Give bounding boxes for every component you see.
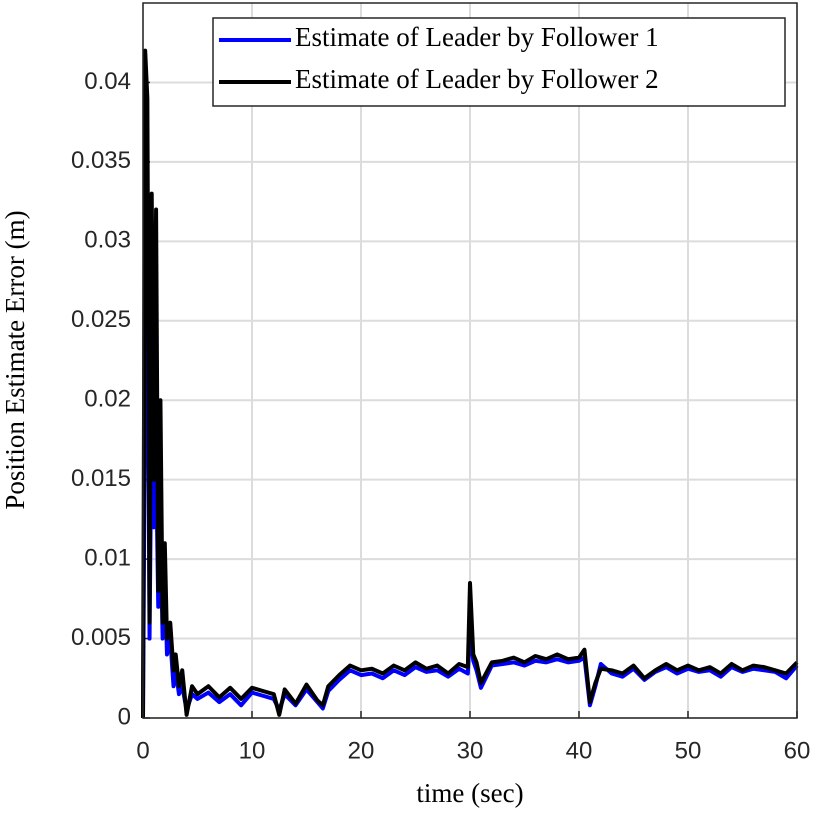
y-axis-label: Position Estimate Error (m) [0, 210, 30, 509]
legend-label: Estimate of Leader by Follower 2 [295, 64, 659, 94]
x-tick-label: 0 [136, 737, 149, 764]
y-tick-label: 0.015 [71, 465, 131, 492]
y-tick-label: 0.02 [84, 386, 131, 413]
x-tick-label: 10 [239, 737, 266, 764]
x-tick-label: 40 [566, 737, 593, 764]
y-tick-label: 0.03 [84, 227, 131, 254]
y-tick-label: 0.01 [84, 544, 131, 571]
x-tick-label: 20 [348, 737, 375, 764]
x-tick-label: 30 [457, 737, 484, 764]
x-axis-label: time (sec) [416, 778, 523, 808]
y-tick-label: 0.025 [71, 306, 131, 333]
x-tick-label: 50 [675, 737, 702, 764]
plot-frame [142, 2, 798, 719]
data-line [141, 48, 799, 719]
legend-label: Estimate of Leader by Follower 1 [295, 22, 659, 52]
y-tick-label: 0.035 [71, 147, 131, 174]
y-tick-label: 0.005 [71, 624, 131, 651]
x-tick-label: 60 [784, 737, 811, 764]
legend-box [212, 17, 786, 107]
y-tick-label: 0 [118, 703, 131, 730]
y-tick-label: 0.04 [84, 68, 131, 95]
